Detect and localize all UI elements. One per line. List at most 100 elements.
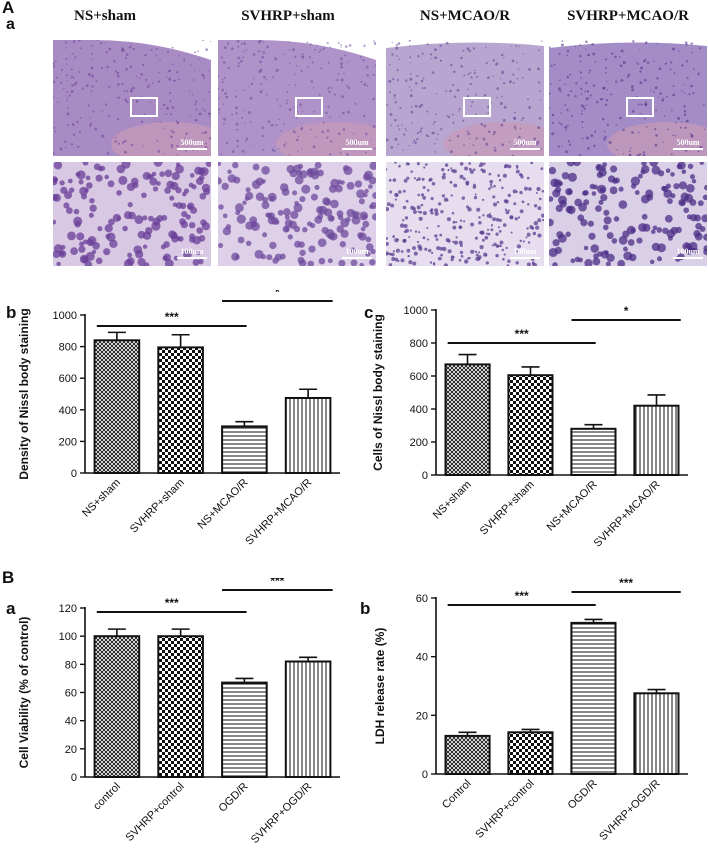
- scale-bar-label: 100um: [513, 247, 537, 256]
- scale-bar-label: 100um: [180, 247, 204, 256]
- x-category-label: SVHRP+sham: [478, 479, 537, 538]
- overview-micrograph: [53, 40, 211, 156]
- significance-label: ***: [165, 596, 179, 610]
- bar: [221, 425, 268, 474]
- x-category-label: SVHRP+OGD/R: [249, 781, 314, 846]
- scale-bar-label: 100um: [345, 247, 369, 256]
- y-axis-label: Cells of Nissl body staining: [371, 314, 385, 471]
- y-tick-label: 0: [71, 772, 77, 784]
- bar: [284, 397, 332, 474]
- magnified-micrograph: [386, 162, 544, 266]
- y-tick-label: 1000: [53, 310, 77, 322]
- scale-bar-500um: 500um: [342, 138, 372, 150]
- bar: [507, 374, 554, 476]
- significance-label: *: [275, 290, 280, 299]
- y-tick-label: 80: [65, 659, 77, 671]
- panel-letter: a: [6, 599, 16, 618]
- y-tick-label: 40: [416, 652, 428, 664]
- bar: [444, 734, 491, 775]
- significance-label: ***: [515, 327, 529, 341]
- bar: [507, 731, 554, 776]
- bar: [284, 660, 332, 778]
- x-category-label: OGD/R: [566, 778, 600, 812]
- y-tick-label: 60: [65, 688, 77, 700]
- y-tick-label: 0: [422, 769, 428, 781]
- significance-label: ***: [619, 578, 633, 590]
- significance-label: ***: [270, 578, 284, 588]
- y-tick-label: 600: [410, 371, 428, 383]
- bar: [157, 346, 204, 474]
- scale-bar-100um: 100um: [177, 247, 207, 259]
- significance-label: ***: [165, 310, 179, 324]
- bar: [570, 427, 617, 477]
- bar: [157, 635, 204, 779]
- scale-bar-100um: 100um: [510, 247, 540, 259]
- y-tick-label: 40: [65, 716, 77, 728]
- x-category-label: control: [91, 781, 123, 813]
- scale-bar-label: 500um: [676, 138, 700, 147]
- y-tick-label: 60: [416, 593, 428, 605]
- scale-bar-label: 100um: [676, 247, 700, 256]
- scale-bar-label: 500um: [345, 138, 369, 147]
- y-axis-label: LDH release rate (%): [373, 628, 387, 745]
- x-category-label: SVHRP+control: [124, 781, 187, 844]
- y-tick-label: 20: [65, 744, 77, 756]
- magnified-micrograph: [218, 162, 376, 266]
- x-category-label: Control: [440, 778, 474, 812]
- scale-bar-label: 500um: [513, 138, 537, 147]
- y-axis-label: Density of Nissl body staining: [17, 308, 31, 479]
- x-category-label: OGD/R: [217, 781, 251, 815]
- y-tick-label: 1000: [404, 305, 428, 317]
- x-category-label: NS+MCAO/R: [196, 477, 251, 532]
- bar: [633, 692, 680, 775]
- y-tick-label: 400: [59, 405, 77, 417]
- panel-letter: b: [360, 599, 370, 618]
- panel-letter: c: [364, 303, 373, 322]
- panel-a-letter: a: [6, 16, 15, 33]
- bar: [444, 363, 491, 476]
- bar: [221, 681, 268, 778]
- x-category-label: SVHRP+MCAO/R: [592, 479, 663, 550]
- y-tick-label: 120: [59, 603, 77, 615]
- column-title-svhrp-mcaor: SVHRP+MCAO/R: [567, 8, 689, 24]
- y-tick-label: 200: [410, 437, 428, 449]
- scale-bar-100um: 100um: [673, 247, 703, 259]
- section-b-letter: B: [2, 568, 15, 587]
- bar: [570, 621, 617, 776]
- x-category-label: NS+sham: [80, 477, 123, 520]
- section-a-letter: A: [2, 0, 15, 17]
- significance-label: ***: [515, 589, 529, 603]
- overview-micrograph: [218, 40, 376, 156]
- y-tick-label: 200: [59, 436, 77, 448]
- y-axis-label: Cell Viability (% of control): [17, 617, 31, 769]
- scale-bar-500um: 500um: [177, 138, 207, 150]
- significance-label: *: [624, 304, 629, 318]
- y-tick-label: 600: [59, 373, 77, 385]
- x-category-label: SVHRP+control: [473, 778, 536, 841]
- y-tick-label: 20: [416, 710, 428, 722]
- y-tick-label: 100: [59, 631, 77, 643]
- overview-micrograph: [549, 40, 707, 156]
- y-tick-label: 400: [410, 404, 428, 416]
- scale-bar-500um: 500um: [510, 138, 540, 150]
- bar: [633, 404, 680, 476]
- y-tick-label: 0: [71, 468, 77, 480]
- column-title-ns-mcaor: NS+MCAO/R: [419, 8, 511, 24]
- x-category-label: SVHRP+MCAO/R: [243, 477, 314, 548]
- y-tick-label: 800: [410, 338, 428, 350]
- column-title-ns-sham: NS+sham: [74, 8, 136, 24]
- overview-micrograph: [386, 40, 544, 156]
- chart-nissl-density: b Density of Nissl body staining 0 200 400 60…: [6, 290, 340, 548]
- bar: [93, 635, 141, 779]
- column-title-svhrp-sham: SVHRP+sham: [241, 8, 335, 24]
- bar: [93, 339, 141, 474]
- scale-bar-100um: 100um: [342, 247, 372, 259]
- magnified-micrograph: [549, 162, 707, 266]
- scale-bar-label: 500um: [180, 138, 204, 147]
- y-tick-label: 0: [422, 470, 428, 482]
- scale-bar-500um: 500um: [673, 138, 703, 150]
- x-category-label: SVHRP+sham: [128, 477, 187, 536]
